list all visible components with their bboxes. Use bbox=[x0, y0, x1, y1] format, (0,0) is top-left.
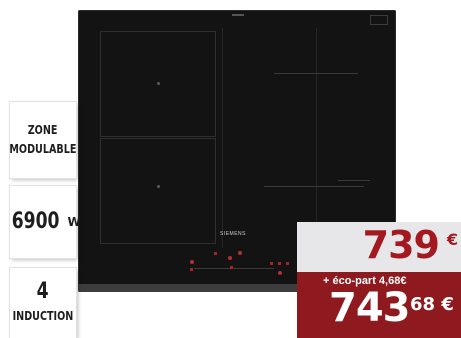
power-unit: W bbox=[67, 215, 81, 229]
induction-count: 4 bbox=[37, 278, 49, 304]
control-icon bbox=[230, 266, 233, 269]
zone-marker-right-top bbox=[274, 73, 358, 74]
cooktop-logo-mark bbox=[232, 14, 244, 16]
badge-line: ZONE bbox=[28, 123, 58, 138]
control-icon bbox=[190, 260, 194, 264]
price-currency: € bbox=[446, 230, 458, 249]
brand-logo: SIEMENS bbox=[220, 231, 247, 237]
product-image-cooktop[interactable]: SIEMENS bbox=[78, 10, 396, 292]
control-icon bbox=[286, 262, 289, 265]
price-main: 739 bbox=[362, 223, 440, 267]
cooktop-frame bbox=[78, 284, 396, 292]
zone-center-mark bbox=[157, 185, 160, 188]
cooktop-corner-label bbox=[370, 15, 388, 25]
induction-label: INDUCTION bbox=[12, 308, 74, 323]
price-total: 743 bbox=[329, 285, 410, 331]
badge-induction-count: 4 INDUCTION bbox=[10, 268, 76, 338]
zone-center-mark bbox=[157, 82, 160, 85]
divider-line bbox=[222, 28, 223, 248]
control-icon bbox=[214, 252, 217, 255]
control-icon bbox=[238, 251, 242, 255]
price-total-panel: + éco-part 4,68€ 743 68 € bbox=[297, 272, 461, 338]
zone-marker-right-bottom-2 bbox=[338, 180, 370, 181]
badge-zone-modulable: ZONE MODULABLE bbox=[9, 102, 77, 178]
control-icon bbox=[278, 271, 282, 275]
zone-marker-right-bottom bbox=[264, 186, 364, 187]
eco-participation: + éco-part 4,68€ bbox=[323, 275, 407, 287]
cooking-zone-left-top bbox=[100, 31, 216, 137]
price-panel: 739 € bbox=[297, 222, 461, 272]
price-total-cents: 68 € bbox=[410, 294, 454, 315]
divider-line bbox=[316, 28, 317, 248]
power-value: 6900 bbox=[12, 209, 60, 234]
control-icon bbox=[228, 256, 232, 260]
badge-power: 6900 W bbox=[10, 186, 81, 258]
control-icon bbox=[270, 262, 273, 265]
control-icon bbox=[190, 268, 193, 271]
control-icon bbox=[278, 262, 281, 265]
cooking-zone-left-bottom bbox=[100, 138, 216, 244]
badge-line: MODULABLE bbox=[9, 142, 77, 156]
touch-control-strip bbox=[194, 268, 274, 269]
